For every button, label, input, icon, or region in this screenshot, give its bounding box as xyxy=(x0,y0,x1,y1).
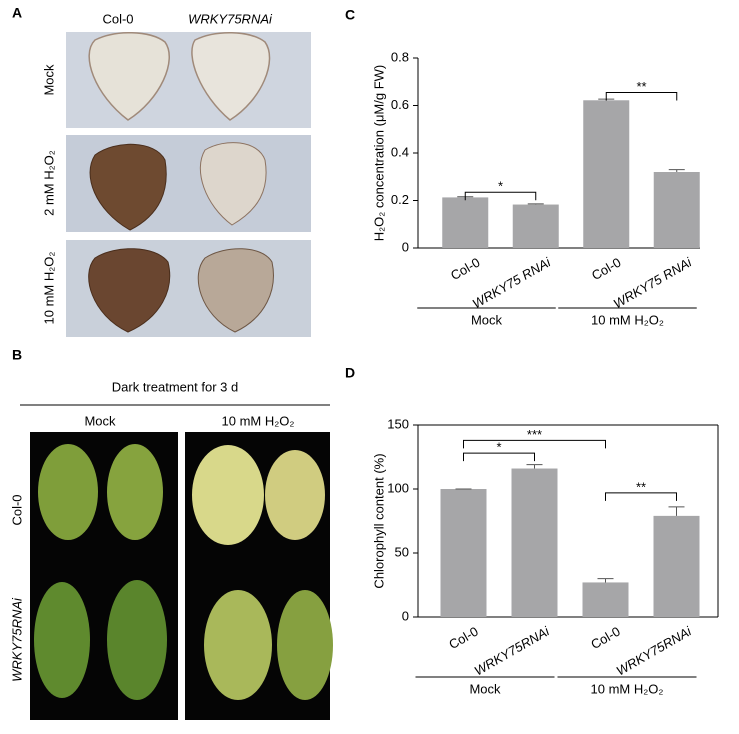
error-bar xyxy=(668,506,685,516)
significance-label: ** xyxy=(636,479,646,494)
panel-label: C xyxy=(345,7,355,23)
column-label: Col-0 xyxy=(102,11,133,26)
x-tick-label: WRKY75 RNAi xyxy=(470,254,554,311)
group-label: Mock xyxy=(471,312,503,327)
bar xyxy=(442,197,489,248)
y-tick-label: 0.2 xyxy=(391,192,409,207)
panel-label: D xyxy=(345,365,355,381)
significance-label: * xyxy=(496,440,501,455)
group-label: 10 mM H₂O₂ xyxy=(591,681,664,696)
y-tick-label: 150 xyxy=(387,416,409,431)
y-tick-label: 100 xyxy=(387,480,409,495)
bar xyxy=(583,100,630,249)
photo-b xyxy=(30,432,333,720)
y-axis-label: H₂O₂ concentration (μM/g FW) xyxy=(371,65,386,242)
x-tick-label: WRKY75 RNAi xyxy=(611,254,695,311)
group-label: Mock xyxy=(469,681,501,696)
row-label: WRKY75RNAi xyxy=(9,597,24,682)
significance-label: *** xyxy=(527,427,542,442)
y-tick-label: 0.4 xyxy=(391,144,409,159)
significance-label: ** xyxy=(636,79,646,94)
column-label: WRKY75RNAi xyxy=(188,11,273,26)
panel-title: Dark treatment for 3 d xyxy=(112,379,238,394)
column-label: Mock xyxy=(84,413,116,428)
y-tick-label: 0.6 xyxy=(391,97,409,112)
row-label: Col-0 xyxy=(9,494,24,525)
bar xyxy=(653,172,700,248)
significance-bracket xyxy=(464,191,537,201)
y-tick-label: 0 xyxy=(402,608,409,623)
photo-a xyxy=(66,32,311,337)
significance-bracket xyxy=(463,439,606,449)
bar xyxy=(512,204,559,248)
x-tick-label: WRKY75RNAi xyxy=(472,623,553,678)
bar xyxy=(653,515,700,617)
y-axis-label: Chlorophyll content (%) xyxy=(371,453,386,588)
x-tick-label: Col-0 xyxy=(448,255,482,284)
x-tick-label: Col-0 xyxy=(446,624,480,653)
x-tick-label: WRKY75RNAi xyxy=(614,623,695,678)
significance-label: * xyxy=(498,179,503,194)
x-tick-label: Col-0 xyxy=(588,624,622,653)
bar xyxy=(440,489,487,617)
row-label: Mock xyxy=(41,64,56,96)
x-tick-label: Col-0 xyxy=(589,255,623,284)
error-bar xyxy=(526,464,543,469)
significance-bracket xyxy=(605,492,677,501)
group-label: 10 mM H₂O₂ xyxy=(591,312,664,327)
error-bar xyxy=(668,169,685,172)
significance-bracket xyxy=(463,452,535,462)
panel-label: B xyxy=(12,347,22,363)
error-bar xyxy=(527,203,544,205)
error-bar xyxy=(597,578,614,583)
y-tick-label: 0 xyxy=(402,239,409,254)
y-tick-label: 0.8 xyxy=(391,49,409,64)
bar xyxy=(511,468,558,617)
significance-bracket xyxy=(605,91,678,101)
y-tick-label: 50 xyxy=(395,544,409,559)
panel-label: A xyxy=(12,5,22,21)
bar xyxy=(582,582,629,617)
column-label: 10 mM H₂O₂ xyxy=(222,413,295,428)
row-label: 2 mM H₂O₂ xyxy=(41,150,56,216)
row-label: 10 mM H₂O₂ xyxy=(41,252,56,325)
